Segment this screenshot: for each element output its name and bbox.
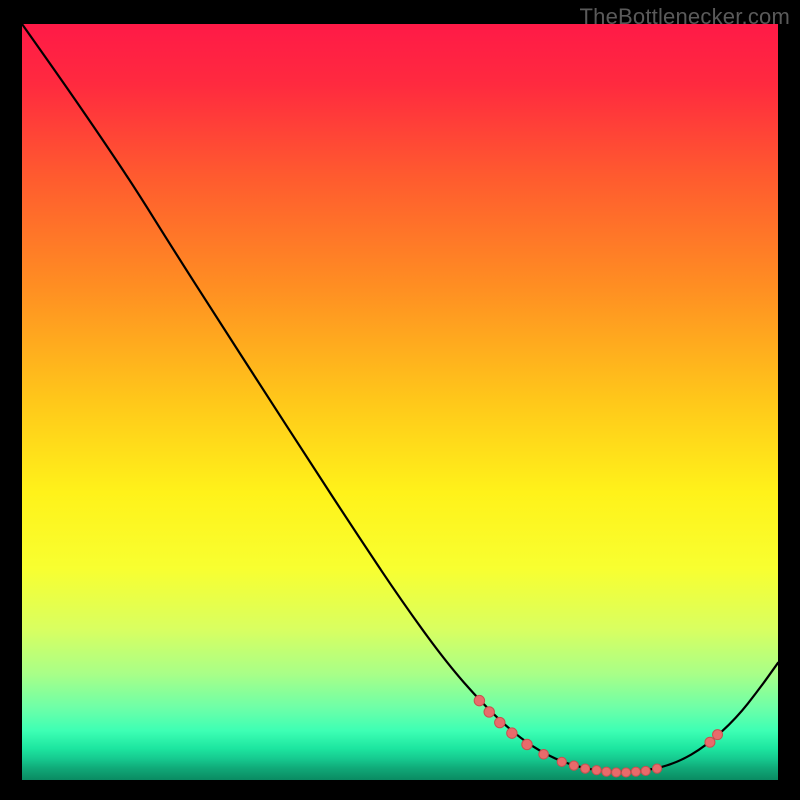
data-marker — [612, 768, 621, 777]
data-marker — [474, 695, 484, 705]
data-marker — [705, 737, 715, 747]
data-marker — [507, 728, 517, 738]
data-marker — [592, 766, 601, 775]
plot-area — [22, 24, 778, 780]
data-marker — [602, 767, 611, 776]
data-marker — [569, 761, 578, 770]
chart-svg — [22, 24, 778, 780]
data-marker — [713, 730, 723, 740]
data-marker — [581, 764, 590, 773]
data-marker — [652, 764, 661, 773]
data-marker — [522, 739, 532, 749]
data-marker — [621, 768, 630, 777]
data-marker — [557, 757, 566, 766]
data-marker — [484, 707, 494, 717]
chart-canvas: TheBottlenecker.com — [0, 0, 800, 800]
gradient-background — [22, 24, 778, 780]
data-marker — [631, 767, 640, 776]
data-marker — [641, 766, 650, 775]
data-marker — [495, 717, 505, 727]
data-marker — [539, 750, 549, 760]
